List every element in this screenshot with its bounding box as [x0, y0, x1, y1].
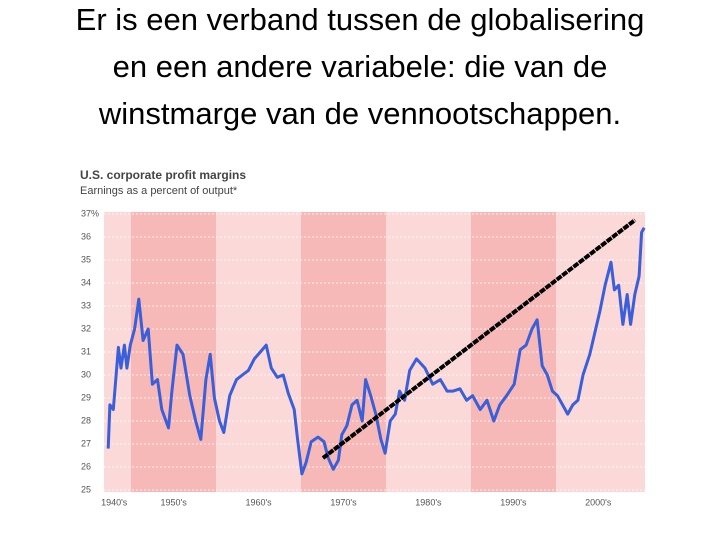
y-tick-label: 26 — [81, 461, 91, 471]
y-tick-label: 32 — [81, 323, 91, 333]
y-tick-label: 31 — [81, 346, 91, 356]
heading-line: en een andere variabele: die van de — [113, 49, 608, 84]
y-tick-label: 34 — [81, 277, 91, 287]
data-line — [106, 227, 646, 476]
x-tick-label: 2000's — [585, 497, 612, 507]
y-tick-label: 28 — [81, 415, 91, 425]
band — [301, 212, 386, 492]
x-tick-label: 1960's — [245, 497, 272, 507]
y-tick-label: 33 — [81, 300, 91, 310]
x-tick-label: 1950's — [161, 497, 188, 507]
trend-annotation — [321, 218, 637, 460]
x-tick-label: 1970's — [330, 497, 357, 507]
y-tick-label: 29 — [81, 392, 91, 402]
y-tick-label: 37% — [81, 208, 99, 218]
x-tick-label: 1940's — [101, 497, 128, 507]
x-tick-label: 1990's — [500, 497, 527, 507]
x-tick-label: 1980's — [415, 497, 442, 507]
chart-subtitle: Earnings as a percent of output* — [80, 185, 238, 197]
y-tick-label: 30 — [81, 369, 91, 379]
y-tick-label: 35 — [81, 254, 91, 264]
heading-line: winstmarge van de vennootschappen. — [98, 96, 621, 131]
y-tick-label: 25 — [81, 484, 91, 494]
y-tick-label: 27 — [81, 438, 91, 448]
y-tick-label: 36 — [81, 231, 91, 241]
heading-line: Er is een verband tussen de globaliserin… — [76, 2, 645, 37]
chart-title: U.S. corporate profit margins — [80, 168, 246, 182]
